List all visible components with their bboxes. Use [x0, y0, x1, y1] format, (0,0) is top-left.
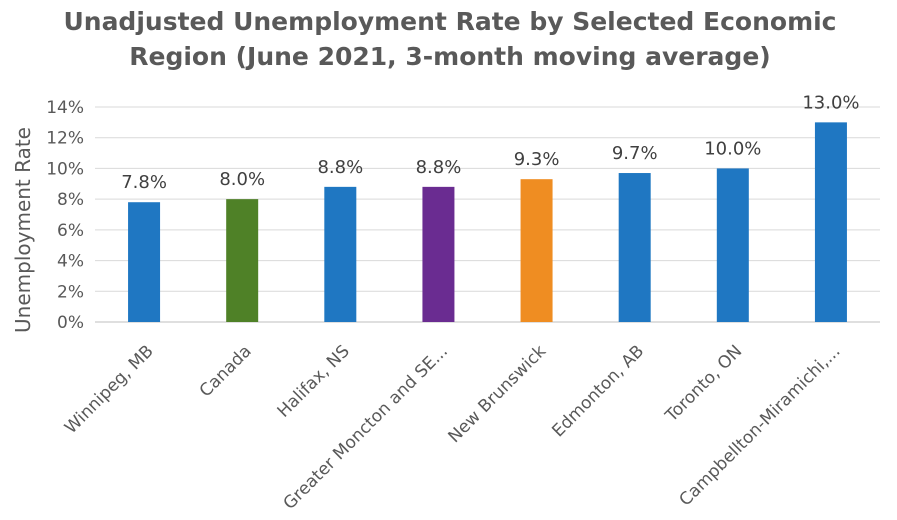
data-labels: 7.8% 8.0% 8.8% 8.8% 9.3% 9.7% 10.0% 13.0%	[121, 92, 859, 193]
bars	[128, 122, 847, 322]
y-tick-label: 4%	[57, 252, 84, 272]
y-tick-label: 0%	[57, 313, 84, 333]
category-label: Winnipeg, MB	[61, 341, 158, 438]
data-label: 8.8%	[317, 157, 363, 178]
bar	[716, 168, 749, 322]
y-tick-label: 2%	[57, 282, 84, 302]
chart-title-line-1: Unadjusted Unemployment Rate by Selected…	[63, 7, 836, 36]
y-tick-label: 10%	[46, 159, 84, 179]
bar	[324, 186, 357, 322]
data-label: 9.7%	[612, 143, 658, 164]
bar	[814, 122, 847, 322]
data-label: 8.0%	[219, 169, 265, 190]
y-tick-label: 12%	[46, 129, 84, 149]
bar	[226, 199, 259, 322]
y-tick-label: 6%	[57, 221, 84, 241]
bar	[618, 173, 651, 322]
data-label: 8.8%	[416, 157, 462, 178]
bar	[520, 179, 553, 322]
data-label: 13.0%	[802, 92, 859, 113]
data-label: 9.3%	[514, 149, 560, 170]
data-label: 7.8%	[121, 172, 167, 193]
category-label: Canada	[196, 341, 256, 401]
y-axis-title: Unemployment Rate	[11, 127, 35, 333]
y-tick-label: 14%	[46, 98, 84, 118]
category-label: Edmonton, AB	[548, 341, 648, 441]
category-label: New Brunswick	[444, 341, 550, 447]
y-tick-labels: 0% 2% 4% 6% 8% 10% 12% 14%	[46, 98, 84, 333]
category-label: Greater Moncton and SE...	[280, 341, 452, 513]
data-label: 10.0%	[704, 138, 761, 159]
bar	[422, 186, 455, 322]
gridlines	[95, 106, 880, 323]
category-label: Toronto, ON	[661, 341, 746, 426]
category-label: Campbellton-Miramichi,...	[676, 341, 845, 510]
y-tick-label: 8%	[57, 190, 84, 210]
chart-title-line-2: Region (June 2021, 3-month moving averag…	[129, 42, 770, 71]
category-label: Halifax, NS	[274, 341, 354, 421]
bar	[128, 202, 161, 322]
